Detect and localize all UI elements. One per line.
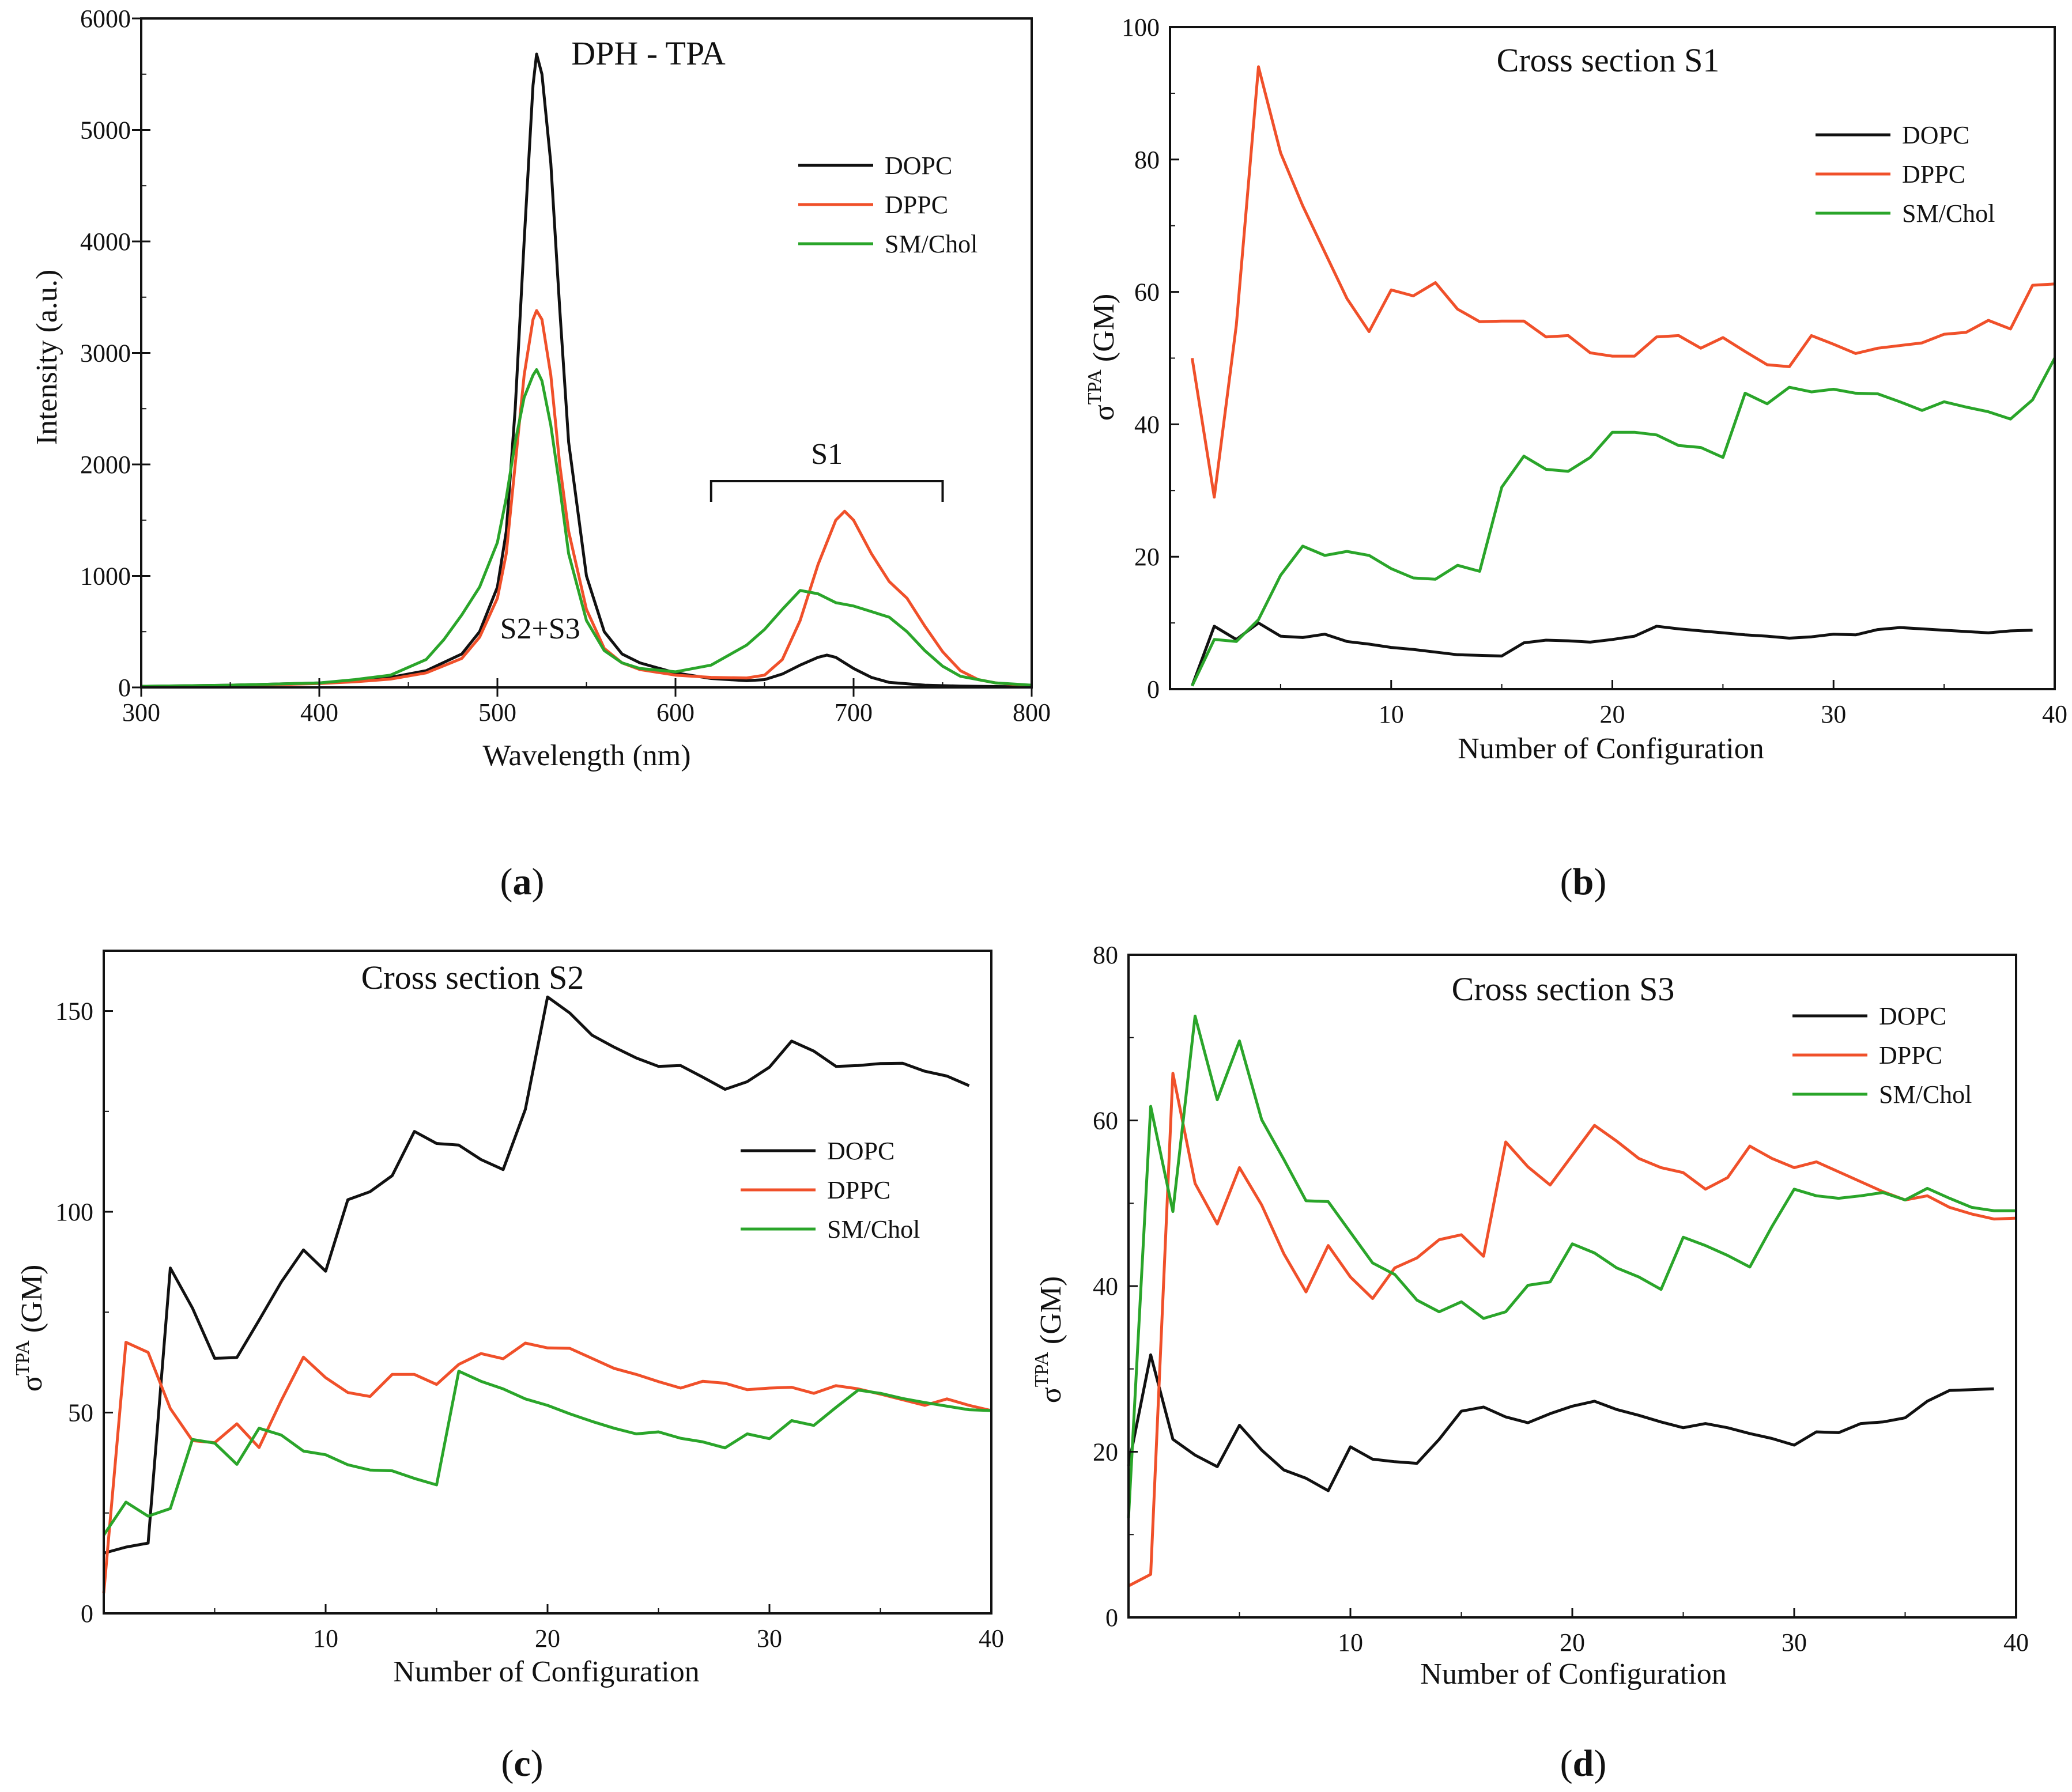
panel-label-a: (a)	[500, 861, 545, 903]
panel-a-legend-label-dopc: DOPC	[885, 152, 952, 180]
panel-d-series-sm-chol	[1127, 1014, 2016, 1518]
panel-label-b: (b)	[1560, 861, 1607, 903]
panel-b-series-dopc	[1191, 621, 2033, 687]
panel-b-x-tick-label: 40	[2042, 700, 2067, 728]
panel-a-legend-label-sm-chol: SM/Chol	[885, 230, 977, 258]
panel-label-d: (d)	[1560, 1742, 1607, 1785]
panel-d-xlabel: Number of Configuration	[1420, 1658, 1726, 1691]
panel-a-y-tick-label: 0	[118, 674, 131, 702]
panel-b-legend-label-dppc: DPPC	[1902, 160, 1965, 188]
panel-c-legend-label-dppc: DPPC	[827, 1176, 890, 1204]
panel-b-y-tick-label: 40	[1134, 410, 1160, 438]
panel-a-legend-label-dppc: DPPC	[885, 191, 948, 219]
panel-a-y-tick-label: 2000	[80, 451, 131, 479]
panel-b-y-tick-label: 20	[1134, 543, 1160, 571]
panel-d-x-tick-label: 10	[1338, 1628, 1363, 1657]
panel-d-legend-label-dopc: DOPC	[1879, 1002, 1946, 1030]
panel-a-x-tick-label: 700	[835, 698, 873, 727]
panel-d-y-tick-label: 0	[1105, 1604, 1118, 1632]
panel-b-series-sm-chol	[1191, 357, 2056, 687]
panel-a-y-tick-label: 6000	[80, 5, 131, 33]
panel-a-spectrum-chart: DPH - TPA Wavelength (nm) Intensity (a.u…	[31, 5, 1051, 772]
panel-b-x-tick-label: 10	[1379, 700, 1404, 728]
panel-c-y-tick-label: 50	[68, 1399, 93, 1427]
panel-c-series-sm-chol	[102, 1370, 992, 1536]
panel-d-legend-label-sm-chol: SM/Chol	[1879, 1080, 1972, 1109]
panel-c-x-tick-label: 30	[757, 1624, 782, 1653]
panel-d-ylabel-superscript: TPA	[1031, 1352, 1052, 1388]
panel-b-ylabel-superscript: TPA	[1084, 369, 1105, 405]
panel-b-ylabel: σTPA (GM)	[1084, 294, 1120, 421]
panel-c-y-tick-label: 150	[55, 997, 93, 1026]
panel-b-y-tick-label: 100	[1122, 13, 1160, 41]
panel-c-legend-label-dopc: DOPC	[827, 1137, 895, 1165]
panel-b-y-tick-label: 80	[1134, 146, 1160, 174]
panel-b-series-dppc	[1190, 65, 2055, 499]
panel-b-cross-section-s1: Cross section S1 Number of Configuration…	[1084, 13, 2067, 765]
panel-a-x-tick-label: 800	[1013, 698, 1051, 727]
panel-b-legend-label-dopc: DOPC	[1902, 121, 1969, 149]
panel-a-series-sm-chol	[141, 368, 1032, 688]
panel-c-x-tick-label: 10	[313, 1624, 338, 1653]
panel-d-y-tick-label: 60	[1093, 1107, 1118, 1135]
panel-c-xlabel: Number of Configuration	[393, 1655, 699, 1688]
panel-c-legend-label-sm-chol: SM/Chol	[827, 1215, 920, 1243]
panel-a-x-tick-label: 300	[122, 698, 160, 727]
panel-d-y-tick-label: 40	[1093, 1272, 1118, 1300]
panel-a-y-tick-label: 3000	[80, 339, 131, 368]
panel-b-y-tick-label: 60	[1134, 278, 1160, 307]
panel-d-y-tick-label: 20	[1093, 1438, 1118, 1466]
panel-b-y-tick-label: 0	[1147, 675, 1160, 704]
panel-label-c: (c)	[501, 1742, 543, 1785]
panel-a-title: DPH - TPA	[571, 35, 726, 72]
panel-d-series-dopc	[1127, 1353, 1994, 1492]
panel-a-y-tick-label: 1000	[80, 562, 131, 591]
panel-d-legend-label-dppc: DPPC	[1879, 1041, 1942, 1069]
panel-d-y-tick-label: 80	[1093, 941, 1118, 969]
panel-c-x-tick-label: 40	[979, 1624, 1004, 1653]
panel-a-series-dopc	[141, 52, 1032, 689]
panel-a-xlabel: Wavelength (nm)	[482, 739, 690, 772]
panel-d-x-tick-label: 40	[2003, 1628, 2029, 1657]
panel-b-x-tick-label: 30	[1821, 700, 1846, 728]
panel-c-cross-section-s2: Cross section S2 Number of Configuration…	[12, 950, 1004, 1688]
panel-b-xlabel: Number of Configuration	[1458, 732, 1764, 765]
panel-a-ylabel: Intensity (a.u.)	[31, 270, 63, 445]
panel-a-x-tick-label: 500	[478, 698, 516, 727]
panel-c-ylabel-units: (GM)	[16, 1265, 48, 1340]
panel-d-ylabel: σTPA (GM)	[1031, 1276, 1067, 1404]
panel-c-series-dopc	[103, 995, 970, 1555]
panel-a-y-tick-label: 4000	[80, 228, 131, 256]
panel-c-title: Cross section S2	[361, 959, 584, 996]
panel-c-ylabel: σTPA (GM)	[12, 1265, 48, 1392]
panel-d-ylabel-sigma: σ	[1035, 1387, 1067, 1403]
panel-c-ylabel-sigma: σ	[16, 1375, 48, 1392]
panel-b-ylabel-units: (GM)	[1088, 294, 1120, 369]
panel-d-series-dppc	[1127, 1072, 2017, 1587]
panel-a-y-tick-label: 5000	[80, 116, 131, 145]
panel-a-s1-bracket	[709, 480, 944, 502]
panel-d-cross-section-s3: Cross section S3 Number of Configuration…	[1031, 941, 2029, 1691]
panel-a-x-tick-label: 600	[656, 698, 695, 727]
panel-b-legend-label-sm-chol: SM/Chol	[1902, 199, 1995, 228]
panel-d-x-tick-label: 20	[1560, 1628, 1585, 1657]
panel-b-ylabel-sigma: σ	[1088, 404, 1120, 421]
panel-c-x-tick-label: 20	[535, 1624, 560, 1653]
panel-c-ylabel-superscript: TPA	[12, 1340, 33, 1376]
panel-c-y-tick-label: 0	[81, 1600, 93, 1628]
panel-d-title: Cross section S3	[1452, 970, 1675, 1008]
panel-b-x-tick-label: 20	[1600, 700, 1625, 728]
panel-d-x-tick-label: 30	[1782, 1628, 1807, 1657]
panel-a-peak-label: S2+S3	[500, 613, 580, 645]
panel-d-ylabel-units: (GM)	[1035, 1276, 1067, 1352]
panel-a-x-tick-label: 400	[300, 698, 338, 727]
panel-a-s1-bracket-label: S1	[811, 438, 843, 471]
panel-c-y-tick-label: 100	[55, 1198, 93, 1226]
panel-b-title: Cross section S1	[1497, 41, 1720, 79]
